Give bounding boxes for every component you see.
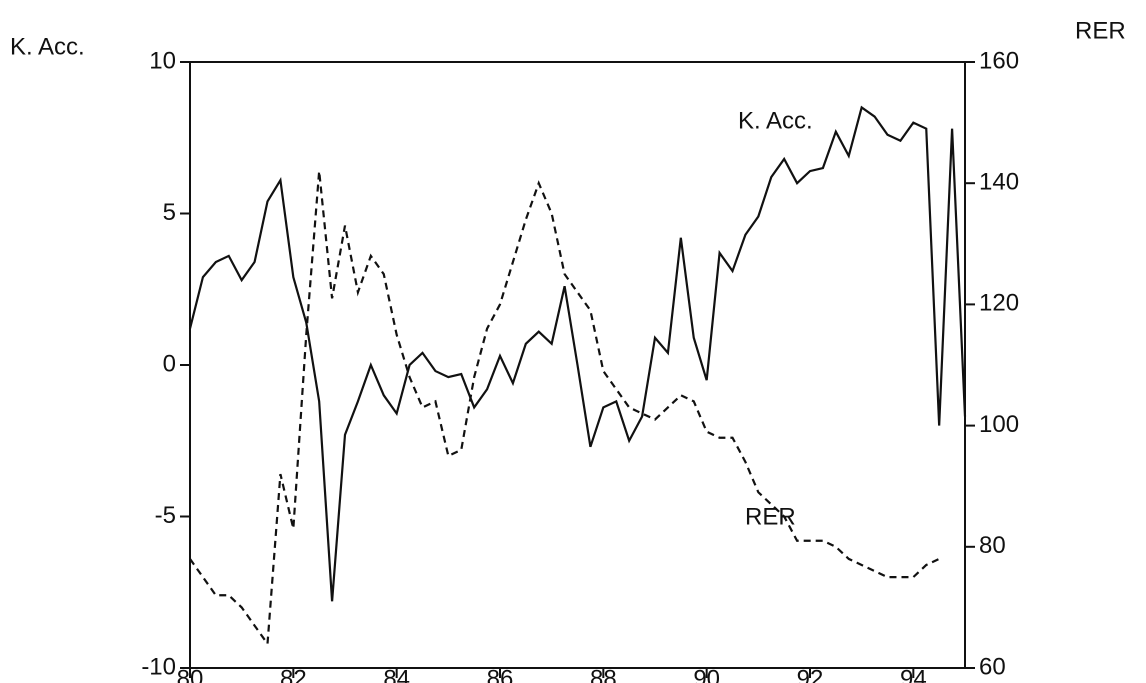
y-tick-label: -5	[155, 502, 176, 529]
x-tick-label: 90	[693, 665, 720, 683]
x-tick-label: 80	[177, 665, 204, 683]
series-label: K. Acc.	[738, 107, 813, 134]
series-line	[189, 170, 940, 647]
y-tick-label: 10	[149, 47, 176, 74]
y-tick-label: 5	[163, 199, 176, 226]
series-label: RER	[745, 503, 796, 530]
x-tick-label: 94	[900, 665, 927, 683]
x-tick-label: 88	[590, 665, 617, 683]
x-tick-label: 84	[383, 665, 410, 683]
y2-tick-label: 80	[979, 532, 1006, 559]
y-tick-label: -10	[141, 653, 176, 680]
y2-tick-label: 60	[979, 653, 1006, 680]
x-tick-label: 92	[797, 665, 824, 683]
y2-tick-label: 120	[979, 290, 1019, 317]
y-tick-label: 0	[163, 350, 176, 377]
y-axis-title: K. Acc.	[10, 33, 85, 60]
x-tick-label: 86	[487, 665, 514, 683]
y2-tick-label: 160	[979, 47, 1019, 74]
y2-axis-title: RER	[1075, 17, 1126, 44]
x-tick-label: 82	[280, 665, 307, 683]
y2-tick-label: 100	[979, 411, 1019, 438]
series-line	[188, 105, 967, 602]
y2-tick-label: 140	[979, 169, 1019, 196]
